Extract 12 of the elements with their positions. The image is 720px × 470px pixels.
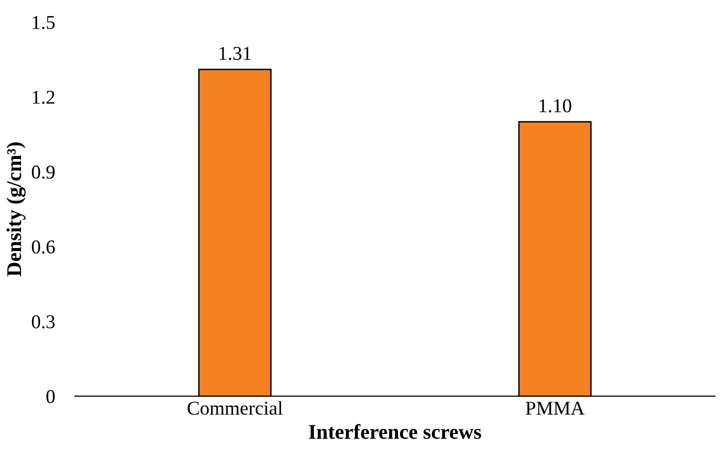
- y-axis-title: Density (g/cm³): [6, 142, 26, 276]
- x-axis-title: Interference screws: [308, 424, 482, 439]
- x-tick-label: PMMA: [526, 402, 585, 415]
- y-tick-label: 0.9: [32, 166, 55, 179]
- y-tick-label: 1.2: [32, 90, 54, 104]
- data-label: 1.31: [220, 46, 251, 60]
- y-tick-label: 0.6: [32, 240, 55, 254]
- y-tick-label: 0.3: [32, 315, 55, 328]
- x-tick-label: Commercial: [188, 401, 283, 415]
- data-label: 1.10: [540, 99, 572, 112]
- y-tick-label: 1.5: [32, 16, 55, 30]
- y-tick-label: 0: [46, 390, 55, 404]
